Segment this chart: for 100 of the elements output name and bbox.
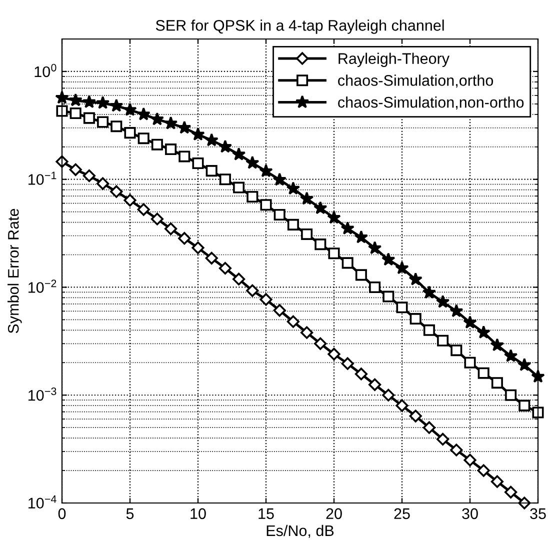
point (300, 192, 314, 205)
point (272, 172, 286, 186)
x-tick-label: 15 (258, 508, 274, 520)
point (518, 358, 532, 372)
point (504, 486, 518, 498)
point (69, 163, 82, 176)
point (96, 96, 110, 109)
point (178, 232, 191, 245)
point (505, 389, 517, 401)
point (96, 177, 110, 190)
point (56, 155, 68, 168)
point (410, 313, 422, 325)
point (464, 356, 476, 368)
point (478, 367, 490, 379)
chart-title: SER for QPSK in a 4-tap Rayleigh channel (156, 20, 444, 34)
point (110, 98, 124, 112)
point (314, 201, 328, 214)
point (68, 93, 82, 106)
legend-label: chaos-Simulation,ortho (338, 74, 494, 88)
point (246, 156, 260, 169)
y-tick-label: 10$^{−3}$ (28, 388, 56, 401)
point (110, 120, 122, 132)
point (328, 248, 340, 260)
y-axis-title: Symbol Error Rate (8, 208, 22, 334)
point (287, 218, 299, 230)
point (300, 326, 314, 339)
point (423, 324, 435, 336)
point (232, 272, 246, 286)
x-tick-label: 30 (462, 508, 478, 520)
point (192, 242, 204, 254)
point (83, 112, 95, 124)
point (178, 150, 190, 162)
point (518, 400, 530, 412)
point (260, 293, 272, 306)
point (206, 165, 218, 177)
point (463, 315, 477, 329)
point (476, 325, 490, 339)
point (82, 169, 96, 182)
point (382, 252, 396, 266)
point (504, 348, 518, 362)
point (396, 302, 408, 314)
point (477, 464, 490, 477)
point (490, 475, 504, 488)
point (286, 315, 300, 328)
point (218, 140, 232, 153)
point (150, 112, 164, 126)
point (150, 212, 164, 226)
point (232, 147, 246, 160)
legend-label: chaos-Simulation,non-ortho (338, 96, 524, 110)
point (260, 199, 272, 211)
point (450, 344, 462, 356)
point (450, 304, 464, 318)
point (382, 290, 394, 302)
point (464, 454, 476, 466)
point (355, 269, 367, 281)
point (490, 338, 504, 352)
point (151, 138, 163, 150)
y-tick-label: 10$^{−2}$ (28, 280, 56, 293)
point (436, 432, 450, 446)
x-tick-label: 10 (190, 508, 206, 520)
x-tick-label: 35 (530, 508, 546, 520)
point (136, 107, 150, 120)
point (382, 388, 395, 402)
point (124, 127, 136, 139)
point (110, 185, 123, 198)
point (70, 107, 82, 120)
point (532, 406, 544, 418)
x-axis-title: Es/No, dB (266, 524, 334, 538)
point (341, 357, 354, 370)
x-tick-label: 0 (58, 508, 66, 520)
point (314, 238, 326, 250)
point (342, 257, 354, 269)
point (178, 120, 192, 134)
point (422, 286, 436, 299)
point (219, 174, 231, 186)
point (301, 228, 313, 240)
point (518, 496, 531, 510)
y-tick-label: 10$^{−4}$ (28, 495, 56, 509)
point (368, 378, 382, 391)
point (286, 182, 300, 195)
point (409, 410, 422, 422)
point (408, 272, 422, 286)
point (354, 368, 368, 380)
point (436, 294, 450, 308)
point (123, 102, 137, 116)
point (259, 164, 273, 178)
point (164, 116, 178, 130)
point (396, 399, 408, 412)
point (437, 334, 449, 346)
point (56, 105, 68, 117)
point (246, 190, 258, 203)
point (246, 284, 259, 297)
point (491, 377, 503, 389)
point (354, 230, 368, 244)
legend-label: Rayleigh-Theory (338, 52, 450, 67)
point (191, 127, 205, 141)
point (82, 94, 96, 108)
x-tick-label: 25 (394, 508, 410, 520)
point (233, 182, 245, 194)
point (450, 444, 463, 456)
